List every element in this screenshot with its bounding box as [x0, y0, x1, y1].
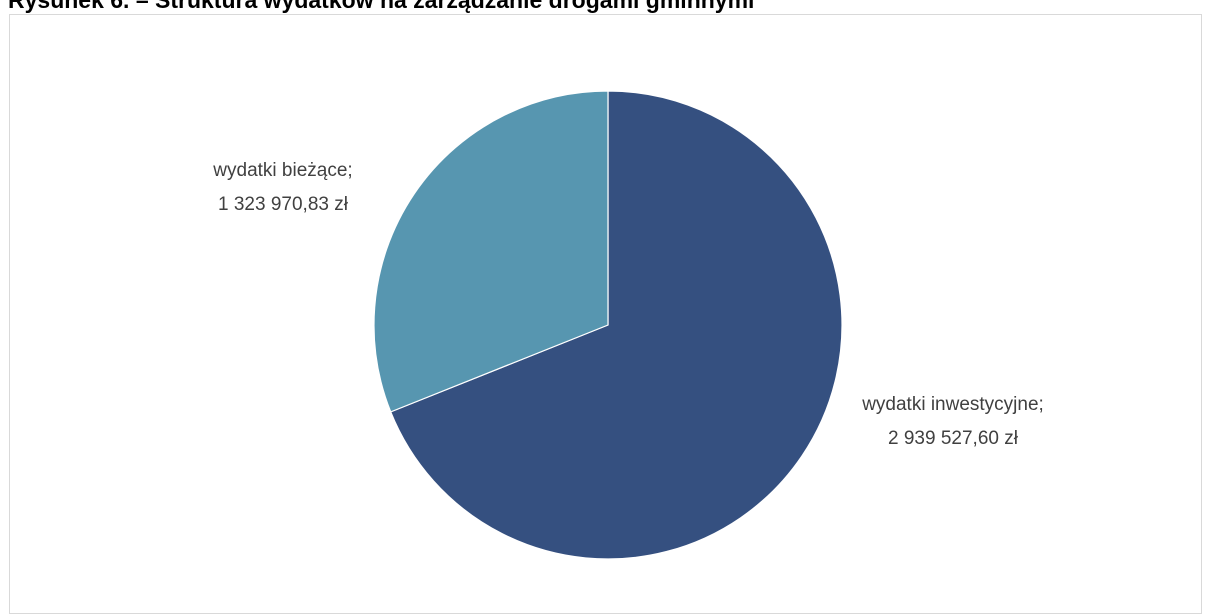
data-label-value: 1 323 970,83 zł	[218, 194, 349, 215]
figure-title: Rysunek 6. – Struktura wydatków na zarzą…	[8, 0, 755, 13]
label-wydatki-inwestycyjne: wydatki inwestycyjne; 2 939 527,60 zł	[861, 394, 1044, 449]
pie-slices	[373, 90, 843, 560]
slice-wydatki-biezace	[373, 90, 609, 413]
data-label-category: wydatki bieżące;	[212, 160, 352, 181]
data-label-category: wydatki inwestycyjne;	[861, 394, 1044, 415]
slice-wydatki-inwestycyjne	[389, 90, 843, 560]
data-label-value: 2 939 527,60 zł	[888, 428, 1019, 449]
label-wydatki-biezace: wydatki bieżące; 1 323 970,83 zł	[212, 160, 352, 215]
data-labels: wydatki inwestycyjne; 2 939 527,60 złwyda…	[212, 160, 1044, 449]
